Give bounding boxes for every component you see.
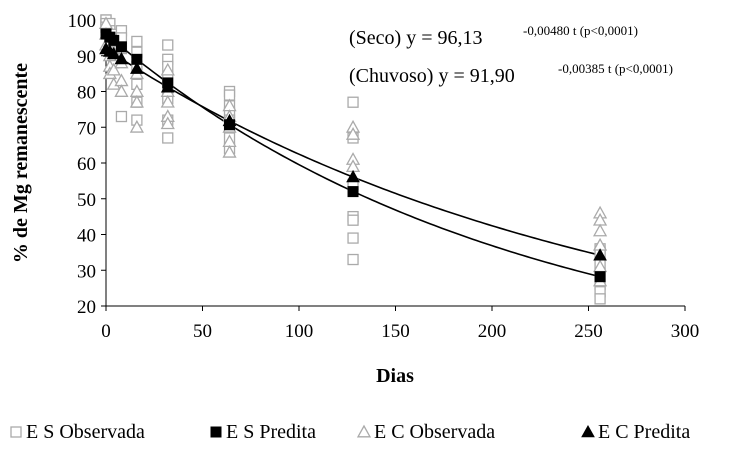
legend-marker (356, 424, 372, 438)
legend: E S Observada E S Predita E C Observada E C… (10, 421, 690, 443)
legend-label: E C Predita (598, 421, 690, 443)
data-point (160, 116, 175, 130)
data-point (114, 73, 129, 87)
data-point (160, 62, 175, 76)
x-ticks: 0 50 100 150 200 250 300 (101, 306, 699, 342)
data-point (115, 41, 127, 53)
x-axis-title: Dias (376, 365, 414, 387)
legend-label: E C Observada (374, 421, 495, 443)
legend-item: E C Predita (581, 421, 690, 443)
y-tick-label: 100 (68, 11, 97, 32)
data-point (347, 214, 359, 226)
x-tick-label: 150 (381, 321, 410, 342)
data-point (106, 46, 121, 60)
plot-area: 0 50 100 150 200 250 300 20 30 40 50 60 70 80 90 100 (68, 11, 700, 342)
x-tick-label: 300 (671, 321, 700, 342)
data-point (222, 144, 237, 158)
x-tick-label: 0 (101, 321, 111, 342)
equation-chuvoso: (Chuvoso) y = 91,90 -0,00385 t (p<0,0001… (349, 61, 673, 87)
y-tick-label: 80 (77, 83, 96, 104)
y-tick-label: 60 (77, 154, 96, 175)
legend-marker (10, 426, 22, 438)
x-tick-label: 100 (285, 321, 314, 342)
equation-chuvoso-main: (Chuvoso) y = 91,90 (349, 65, 515, 87)
data-point (130, 61, 144, 74)
data-point (160, 80, 175, 93)
x-tick-label: 200 (478, 321, 507, 342)
y-ticks: 20 30 40 50 60 70 80 90 100 (68, 11, 106, 318)
data-point (594, 271, 606, 283)
legend-marker (210, 426, 222, 438)
equation-seco-main: (Seco) y = 96,13 (349, 27, 482, 49)
y-tick-label: 90 (77, 47, 96, 68)
x-tick-label: 50 (193, 321, 212, 342)
legend-item: E S Observada (10, 421, 145, 443)
data-point (345, 127, 361, 140)
y-axis-title: % de Mg remanescente (10, 63, 32, 263)
data-point (106, 62, 121, 76)
data-point (222, 113, 237, 127)
data-point (592, 223, 608, 237)
legend-item: E C Observada (356, 421, 495, 443)
legend-label: E S Observada (26, 421, 145, 443)
y-tick-label: 50 (77, 190, 96, 211)
data-point (593, 248, 607, 261)
data-point (594, 293, 606, 305)
data-point (347, 186, 359, 198)
data-point (129, 94, 144, 108)
data-point (114, 84, 129, 97)
data-point (115, 110, 128, 123)
y-tick-label: 30 (77, 261, 96, 282)
y-tick-label: 40 (77, 226, 96, 247)
equation-seco: (Seco) y = 96,13 -0,00480 t (p<0,0001) (349, 23, 638, 49)
legend-marker (581, 424, 595, 438)
data-point (108, 34, 120, 46)
equation-chuvoso-exponent: -0,00385 t (p<0,0001) (558, 61, 673, 76)
data-point (114, 51, 129, 65)
data-point (160, 94, 175, 108)
data-point (131, 35, 143, 48)
series-e-c-predita (99, 41, 607, 261)
legend-item: E S Predita (210, 421, 316, 443)
data-point (162, 132, 174, 144)
legend-label: E S Predita (226, 421, 316, 443)
data-markers (98, 14, 608, 305)
data-point (346, 169, 360, 183)
x-tick-label: 250 (574, 321, 603, 342)
data-point (347, 232, 359, 244)
series-e-c-observada (98, 16, 608, 287)
data-point (162, 39, 174, 51)
data-point (347, 253, 359, 266)
y-tick-label: 70 (77, 118, 96, 139)
data-point (129, 119, 144, 133)
equation-seco-exponent: -0,00480 t (p<0,0001) (523, 23, 638, 38)
data-point (347, 96, 359, 108)
y-tick-label: 20 (77, 297, 96, 318)
